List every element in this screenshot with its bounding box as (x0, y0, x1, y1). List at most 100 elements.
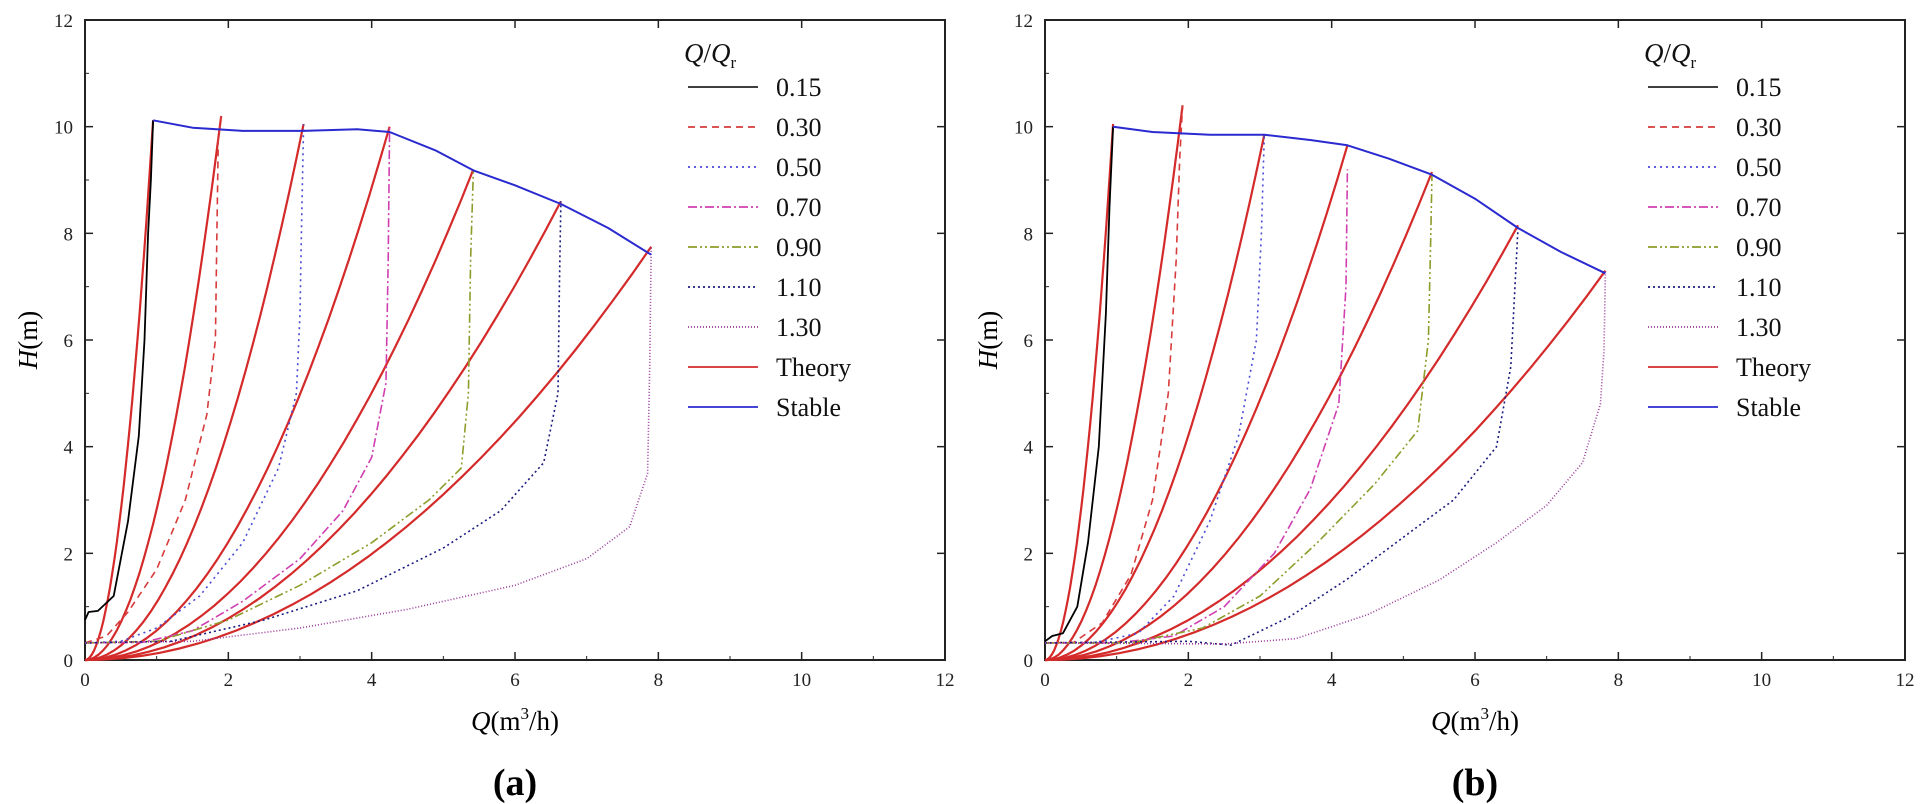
y-axis-unit: (m) (973, 311, 1003, 350)
theory-line (1044, 224, 1519, 662)
series-line-0-15 (84, 120, 154, 621)
y-tick-label: 10 (54, 118, 73, 139)
series-line-0-30 (1044, 105, 1184, 644)
y-tick-label: 10 (1014, 118, 1033, 139)
legend-label: 0.90 (776, 233, 822, 262)
theory-line (1044, 105, 1184, 662)
theory-line (1044, 134, 1266, 662)
y-tick-label: 12 (54, 11, 73, 32)
theory-line (84, 246, 653, 662)
theory-line (1044, 270, 1607, 662)
x-tick-label: 8 (654, 670, 664, 691)
chart-panel-a: 0 2 4 6 8 10 12024681012Q(m3/h)H(m)(a)Q/Qr0.15… (13, 11, 955, 804)
theory-line (84, 115, 223, 662)
y-tick-label: 4 (1024, 438, 1034, 459)
legend-label: 0.70 (776, 193, 822, 222)
x-tick-label: 2 (224, 670, 234, 691)
x-tick-label: 10 (792, 670, 811, 691)
x-axis-unit-tail: /h) (529, 706, 559, 736)
stable-line (1112, 125, 1606, 275)
legend-label: 0.50 (1736, 153, 1782, 182)
x-axis-title: Q(m3/h) (471, 704, 559, 736)
chart-panel-b: 0 2 4 6 8 10 12024681012Q(m3/h)H(m)(b)Q/Qr0.15… (973, 11, 1915, 804)
legend-title-numerator: Q (684, 38, 704, 68)
panel-label: (b) (1452, 762, 1498, 804)
panel-label: (a) (493, 762, 537, 804)
x-axis-variable: Q (1431, 706, 1451, 736)
theory-line (1044, 144, 1349, 662)
x-axis-variable: Q (471, 706, 491, 736)
y-axis-variable: H (13, 348, 43, 370)
series-line-0-50 (84, 123, 305, 644)
series-line-0-90 (84, 169, 475, 644)
y-tick-label: 6 (1024, 331, 1034, 352)
legend-title: Q/Qr (684, 38, 737, 72)
x-tick-label: 4 (1327, 670, 1337, 691)
legend-title-denominator: Q (1671, 38, 1691, 68)
legend-label: 1.30 (776, 313, 822, 342)
legend-label: 1.30 (1736, 313, 1782, 342)
y-tick-label: 6 (64, 331, 74, 352)
legend-title: Q/Qr (1644, 38, 1697, 72)
x-axis-unit: (m (1451, 706, 1481, 736)
x-tick-label: 0 (80, 670, 90, 691)
y-axis-title: H(m) (13, 311, 43, 370)
y-axis-variable: H (973, 348, 1003, 370)
theory-line (1044, 123, 1115, 662)
x-tick-label: 6 (1470, 670, 1480, 691)
legend-title-denominator: Q (711, 38, 731, 68)
x-tick-label: 12 (936, 670, 955, 691)
series-line-1-30 (1044, 270, 1607, 645)
series-line-0-90 (1045, 174, 1433, 644)
x-axis-unit-tail: /h) (1489, 706, 1519, 736)
legend: Q/Qr 0.15 0.30 0.50 0.70 0.90 1.10 1.30 Theory St… (684, 38, 851, 422)
series-line-1-10 (1044, 227, 1519, 646)
x-axis-title: Q(m3/h) (1431, 704, 1519, 736)
legend-label: Stable (1736, 393, 1801, 422)
y-tick-label: 0 (1024, 651, 1034, 672)
series-line-1-10 (84, 201, 562, 644)
legend-label: 0.90 (1736, 233, 1782, 262)
legend-label: 0.15 (1736, 73, 1782, 102)
x-tick-label: 12 (1896, 670, 1915, 691)
legend-label: 1.10 (1736, 273, 1782, 302)
y-tick-label: 0 (64, 651, 74, 672)
x-axis-unit-exponent: 3 (521, 704, 530, 723)
x-axis-unit: (m (491, 706, 521, 736)
x-tick-label: 2 (1184, 670, 1194, 691)
legend-label: 0.30 (1736, 113, 1782, 142)
series-line-0-70 (1045, 169, 1349, 644)
legend-label: 0.15 (776, 73, 822, 102)
legend-title-subscript: r (731, 53, 737, 72)
x-tick-label: 8 (1614, 670, 1624, 691)
stable-line (152, 119, 652, 256)
theory-line (84, 168, 475, 662)
legend-title-subscript: r (1691, 53, 1697, 72)
theory-line (84, 123, 305, 662)
series-line-0-15 (1044, 126, 1114, 643)
x-tick-label: 6 (510, 670, 520, 691)
legend-title-separator: / (1664, 38, 1672, 68)
y-axis-title: H(m) (973, 311, 1003, 370)
theory-line (84, 120, 155, 662)
x-tick-label: 10 (1752, 670, 1771, 691)
series-line-0-70 (84, 126, 391, 644)
theory-line (84, 126, 391, 662)
theory-line (1044, 171, 1434, 662)
y-tick-label: 4 (64, 438, 74, 459)
y-tick-label: 2 (1024, 544, 1034, 565)
legend: Q/Qr 0.15 0.30 0.50 0.70 0.90 1.10 1.30 Theory St… (1644, 38, 1811, 422)
y-tick-label: 8 (64, 224, 74, 245)
y-tick-label: 8 (1024, 224, 1034, 245)
legend-label: 0.50 (776, 153, 822, 182)
legend-label: Theory (1736, 353, 1811, 382)
legend-label: Theory (776, 353, 851, 382)
x-tick-label: 4 (367, 670, 377, 691)
series-line-0-50 (1044, 134, 1266, 644)
legend-label: Stable (776, 393, 841, 422)
y-tick-label: 12 (1014, 11, 1033, 32)
legend-title-separator: / (704, 38, 712, 68)
legend-label: 1.10 (776, 273, 822, 302)
x-tick-label: 0 (1040, 670, 1050, 691)
